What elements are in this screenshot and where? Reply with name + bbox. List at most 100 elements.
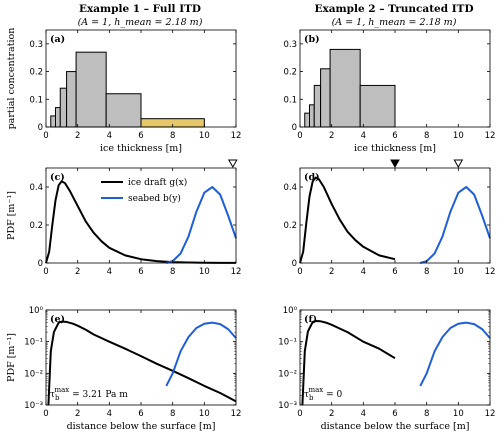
x-tick-label: 2 [75, 267, 80, 277]
histogram-bar [304, 112, 310, 128]
panel-label: (d) [304, 172, 320, 183]
x-axis-label: distance below the surface [m] [321, 421, 470, 432]
panel-c: 0 2 4 6 8 10 12 0 0.2 0.4 (c) PDF [m⁻¹] ice draft g(… [6, 159, 242, 277]
x-tick-label: 8 [170, 267, 175, 277]
x-tick-label: 8 [170, 409, 175, 419]
panel-label: (e) [50, 314, 65, 325]
legend-label: seabed b(y) [128, 193, 181, 204]
open-triangle-marker [453, 159, 464, 169]
seabed-line [165, 321, 237, 387]
filled-triangle-marker [390, 159, 400, 169]
x-tick-label: 8 [424, 409, 429, 419]
y-tick-label: 0 [38, 259, 43, 269]
x-tick-label: 6 [392, 131, 397, 141]
x-tick-label: 0 [43, 131, 48, 141]
column-2-title: Example 2 – Truncated ITD [314, 3, 473, 15]
panel-d: 0 2 4 6 8 10 12 0 0.2 0.4 (d) [283, 159, 496, 277]
histogram-bar [105, 93, 142, 128]
x-tick-label: 10 [453, 267, 464, 277]
column-1-subtitle: (A = 1, h_mean = 2.18 m) [78, 17, 203, 28]
histogram-bar [359, 84, 396, 128]
x-axis-label: ice thickness [m] [354, 143, 436, 154]
histogram-bar [313, 84, 322, 128]
histogram-bar [75, 51, 107, 128]
x-tick-label: 12 [485, 131, 496, 141]
x-tick-label: 8 [424, 131, 429, 141]
axes-frame [299, 167, 491, 264]
y-tick-label: 0.2 [29, 221, 43, 231]
y-tick-label: 10⁻³ [24, 401, 43, 411]
y-tick-label: 0 [292, 123, 297, 133]
x-tick-label: 4 [361, 131, 366, 141]
panel-label: (c) [50, 172, 65, 183]
x-tick-label: 12 [231, 267, 242, 277]
x-tick-label: 0 [297, 409, 302, 419]
x-tick-label: 0 [43, 267, 48, 277]
y-tick-label: 0.3 [29, 40, 43, 50]
x-tick-label: 8 [424, 267, 429, 277]
y-tick-label: 0.1 [29, 95, 43, 105]
x-tick-label: 10 [199, 409, 210, 419]
x-tick-label: 6 [392, 409, 397, 419]
seabed-line [419, 321, 491, 387]
y-axis-label: PDF [m⁻¹] [6, 333, 17, 382]
x-tick-label: 6 [138, 131, 143, 141]
x-tick-label: 10 [453, 409, 464, 419]
histogram-bar [320, 68, 331, 128]
x-tick-label: 2 [75, 409, 80, 419]
x-tick-label: 8 [170, 131, 175, 141]
y-tick-label: 0 [38, 123, 43, 133]
y-tick-label: 10⁰ [283, 306, 298, 316]
y-tick-label: 10⁻² [24, 369, 43, 379]
x-tick-label: 2 [329, 131, 334, 141]
x-tick-label: 12 [231, 409, 242, 419]
panel-a: 0 2 4 6 8 10 12 0 0.1 0.2 0.3 (a) ice thickness [m] p… [6, 28, 241, 154]
y-tick-label: 10⁰ [29, 306, 44, 316]
histogram-bar [59, 87, 68, 128]
x-tick-label: 6 [138, 267, 143, 277]
tau-annotation: τbmax = 0 [304, 386, 342, 402]
x-tick-label: 12 [485, 409, 496, 419]
y-tick-label: 0.4 [29, 183, 43, 193]
x-tick-label: 4 [361, 267, 366, 277]
ice-draft-line [47, 320, 237, 406]
x-tick-label: 6 [138, 409, 143, 419]
histogram-bar [55, 107, 61, 128]
seabed-line [420, 186, 491, 264]
x-tick-label: 4 [107, 267, 112, 277]
y-tick-label: 0.2 [283, 221, 297, 231]
y-tick-label: 0 [292, 259, 297, 269]
y-tick-label: 0.2 [29, 68, 43, 78]
y-tick-label: 0.1 [283, 95, 297, 105]
x-axis-label: ice thickness [m] [100, 143, 182, 154]
y-tick-label: 0.3 [283, 40, 297, 50]
panel-label: (f) [304, 314, 317, 325]
x-tick-label: 10 [199, 267, 210, 277]
panel-f: 0 2 4 6 8 10 12 10⁰ 10⁻¹ 10⁻² 10⁻³ (f) distance belo… [278, 306, 495, 432]
x-tick-label: 12 [231, 131, 242, 141]
open-triangle-marker [227, 159, 238, 169]
ice-draft-line [301, 320, 396, 406]
y-tick-label: 10⁻³ [278, 401, 297, 411]
x-tick-label: 12 [485, 267, 496, 277]
histogram-bar [309, 104, 315, 128]
tau-annotation: τbmax = 3.21 Pa m [50, 386, 128, 402]
panel-b: 0 2 4 6 8 10 12 0 0.1 0.2 0.3 (b) ice thickness [m] [283, 29, 496, 154]
x-tick-label: 2 [75, 131, 80, 141]
x-tick-label: 0 [43, 409, 48, 419]
x-tick-label: 0 [297, 131, 302, 141]
y-tick-label: 0.4 [283, 183, 297, 193]
legend-label: ice draft g(x) [128, 177, 187, 188]
ice-draft-line [45, 180, 236, 264]
x-axis-label: distance below the surface [m] [67, 421, 216, 432]
y-tick-label: 10⁻² [278, 369, 297, 379]
x-tick-label: 10 [453, 131, 464, 141]
ice-draft-line [299, 176, 396, 264]
y-axis-label: PDF [m⁻¹] [6, 191, 17, 240]
histogram-bar [66, 71, 77, 128]
x-tick-label: 2 [329, 267, 334, 277]
x-tick-label: 4 [361, 409, 366, 419]
panel-label: (b) [304, 34, 320, 45]
x-tick-label: 2 [329, 409, 334, 419]
